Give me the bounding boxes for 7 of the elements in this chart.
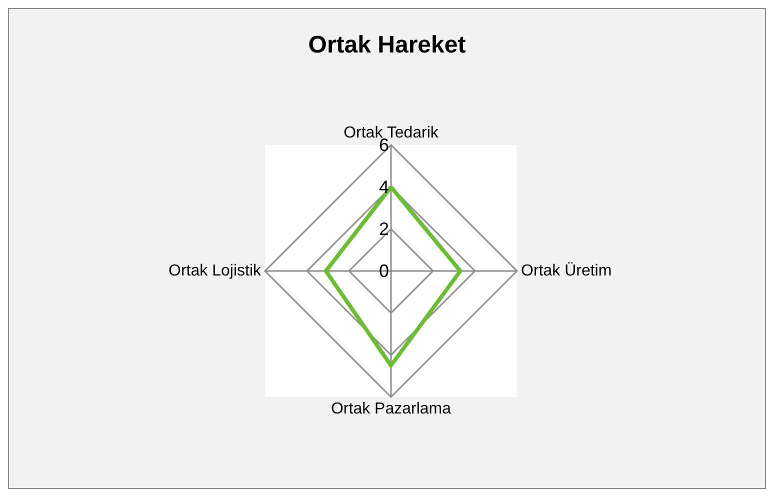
chart-title: Ortak Hareket — [308, 32, 466, 58]
y-tick-label: 0 — [378, 261, 389, 281]
y-tick-label: 4 — [378, 177, 389, 197]
spoke-label: Ortak Üretim — [521, 262, 612, 280]
spoke-label: Ortak Lojistik — [168, 262, 262, 280]
y-tick-label: 2 — [378, 219, 389, 239]
spoke-label: Ortak Pazarlama — [330, 400, 452, 418]
